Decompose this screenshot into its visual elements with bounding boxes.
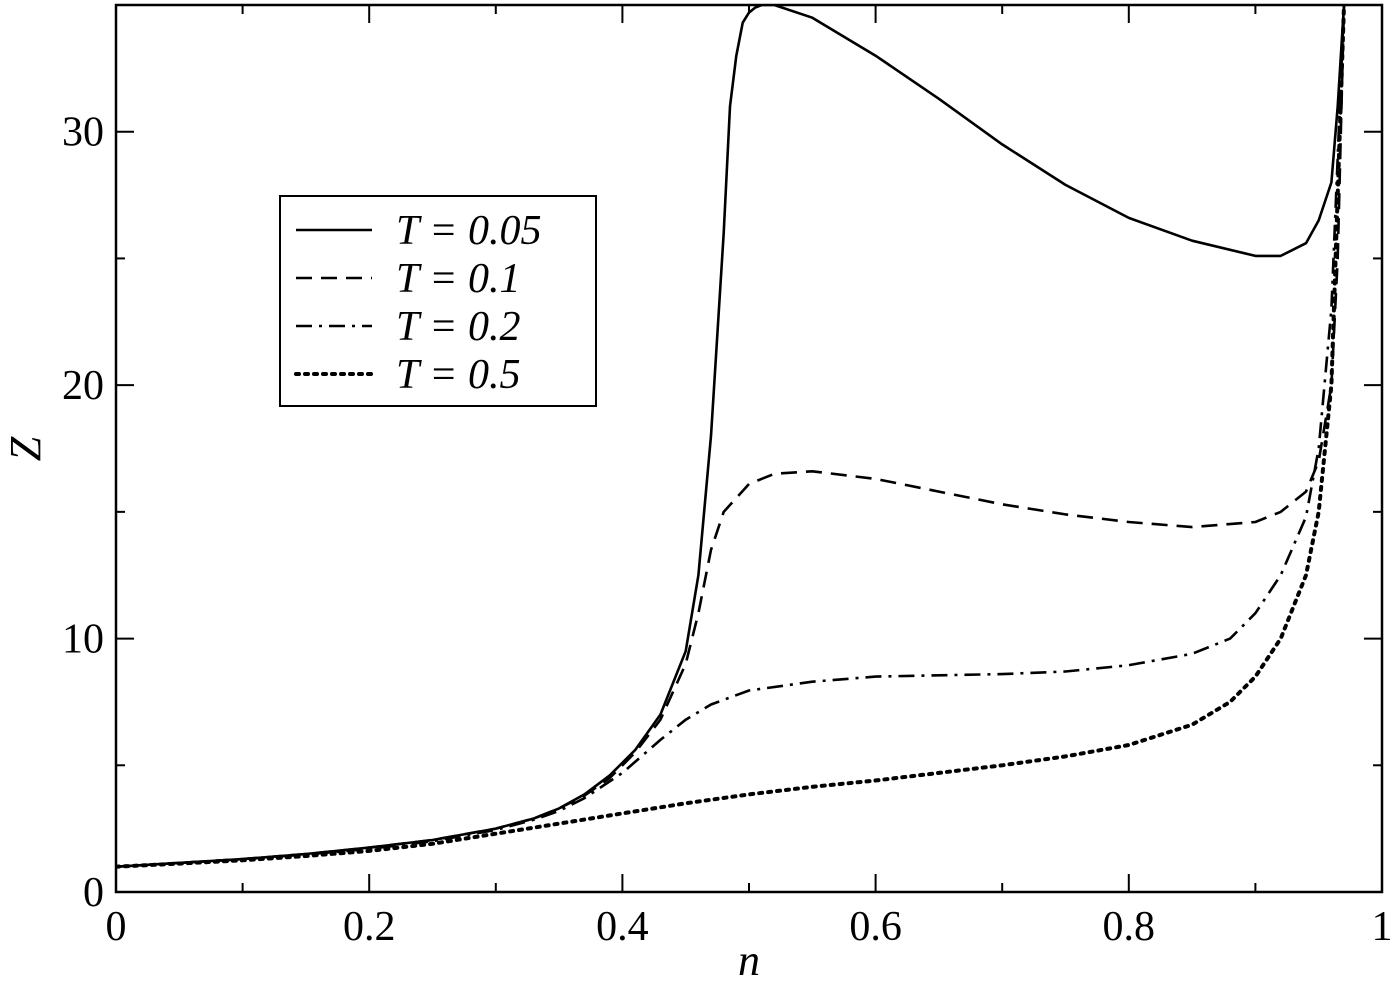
legend: T = 0.05T = 0.1T = 0.2T = 0.5	[279, 195, 597, 407]
legend-label-2: T = 0.2	[396, 304, 520, 350]
plot-frame	[114, 3, 1384, 894]
x-tick-label: 0	[106, 904, 127, 950]
series-line-0	[116, 5, 1346, 868]
x-tick-label: 0.8	[1103, 904, 1156, 950]
x-axis-label: n	[738, 936, 760, 981]
x-tick-label: 1	[1372, 904, 1393, 950]
series-layer	[116, 5, 1346, 869]
legend-label-1: T = 0.1	[396, 256, 520, 302]
y-tick-label: 20	[62, 363, 104, 409]
legend-label-0: T = 0.05	[396, 208, 541, 254]
legend-label-3: T = 0.5	[396, 352, 520, 398]
y-tick-label: 30	[62, 110, 104, 156]
x-tick-label: 0.2	[343, 904, 396, 950]
x-tick-label: 0.4	[596, 904, 649, 950]
y-tick-label: 10	[62, 617, 104, 663]
series-line-2	[116, 5, 1346, 868]
axis-ticks	[115, 5, 1383, 893]
x-tick-label: 0.6	[849, 904, 902, 950]
y-tick-label: 0	[83, 870, 104, 916]
series-line-1	[116, 5, 1346, 868]
y-axis-label: Z	[1, 436, 50, 461]
series-line-3	[116, 5, 1346, 869]
